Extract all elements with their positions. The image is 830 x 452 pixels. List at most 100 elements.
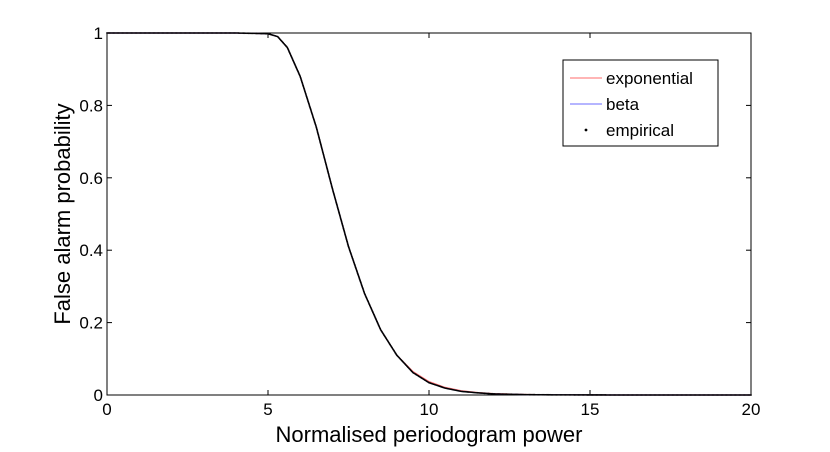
empirical-point xyxy=(553,393,555,396)
empirical-point xyxy=(182,32,184,34)
empirical-point xyxy=(504,393,506,396)
empirical-point xyxy=(693,394,696,396)
empirical-point xyxy=(685,394,688,396)
y-tick-label: 0 xyxy=(94,386,103,405)
empirical-point xyxy=(525,393,528,396)
empirical-point xyxy=(690,394,693,396)
empirical-point xyxy=(613,394,616,396)
legend-label-beta: beta xyxy=(606,95,640,114)
empirical-point xyxy=(496,393,499,395)
empirical-point xyxy=(604,394,607,396)
empirical-point xyxy=(581,394,584,396)
empirical-point xyxy=(254,32,257,35)
empirical-point xyxy=(560,394,563,396)
empirical-point xyxy=(237,32,240,34)
empirical-point xyxy=(228,32,231,34)
empirical-point xyxy=(591,394,594,396)
empirical-point xyxy=(540,393,542,396)
empirical-point xyxy=(125,32,128,34)
empirical-point xyxy=(697,394,700,396)
empirical-point xyxy=(708,394,711,396)
empirical-point xyxy=(618,394,621,396)
empirical-point xyxy=(654,394,657,396)
empirical-point xyxy=(647,394,649,396)
empirical-point xyxy=(138,32,141,34)
empirical-point xyxy=(672,394,675,396)
empirical-point xyxy=(149,32,152,34)
empirical-point xyxy=(498,393,501,395)
empirical-point xyxy=(639,394,642,396)
empirical-point xyxy=(649,394,652,396)
empirical-point xyxy=(699,394,702,396)
empirical-point xyxy=(627,394,630,396)
x-tick-label: 15 xyxy=(581,400,600,419)
empirical-point xyxy=(501,393,504,396)
empirical-point xyxy=(224,32,227,34)
empirical-point xyxy=(193,32,196,34)
empirical-point xyxy=(715,394,718,396)
empirical-point xyxy=(147,32,150,34)
empirical-point xyxy=(209,32,211,34)
empirical-point xyxy=(538,393,541,396)
empirical-point xyxy=(511,393,514,396)
empirical-point xyxy=(518,393,521,396)
empirical-point xyxy=(245,32,248,35)
empirical-point xyxy=(565,394,568,396)
empirical-point xyxy=(694,394,697,396)
empirical-point xyxy=(720,394,723,396)
empirical-point xyxy=(717,394,720,396)
empirical-point xyxy=(670,394,673,396)
empirical-point xyxy=(506,393,509,396)
empirical-point xyxy=(728,394,730,396)
empirical-point xyxy=(549,393,551,396)
empirical-point xyxy=(173,32,175,34)
empirical-point xyxy=(601,394,604,396)
empirical-point xyxy=(211,32,214,34)
empirical-point xyxy=(189,32,192,34)
empirical-point xyxy=(665,394,667,396)
empirical-point xyxy=(532,393,535,396)
empirical-point xyxy=(732,394,734,396)
empirical-point xyxy=(247,32,250,35)
empirical-point xyxy=(620,394,622,396)
empirical-point xyxy=(219,32,222,34)
empirical-point xyxy=(213,32,215,34)
empirical-point xyxy=(522,393,524,396)
empirical-point xyxy=(169,32,172,34)
empirical-point xyxy=(196,32,199,34)
empirical-point xyxy=(153,32,156,34)
empirical-point xyxy=(735,394,738,396)
empirical-point xyxy=(155,32,157,34)
empirical-point xyxy=(705,394,707,396)
empirical-point xyxy=(676,394,679,396)
empirical-point xyxy=(131,32,134,34)
empirical-point xyxy=(118,32,121,34)
empirical-point xyxy=(650,394,653,396)
empirical-point xyxy=(631,394,634,396)
empirical-point xyxy=(586,394,589,396)
empirical-point xyxy=(595,394,598,396)
empirical-point xyxy=(738,394,741,396)
empirical-point xyxy=(234,32,237,34)
empirical-point xyxy=(126,32,129,34)
empirical-point xyxy=(568,394,571,396)
empirical-point xyxy=(712,394,715,396)
empirical-point xyxy=(170,32,173,34)
empirical-point xyxy=(680,394,683,396)
empirical-point xyxy=(630,394,633,396)
empirical-point xyxy=(509,393,512,396)
empirical-point xyxy=(657,394,660,396)
empirical-point xyxy=(497,393,500,395)
empirical-point xyxy=(567,394,569,396)
empirical-point xyxy=(641,394,644,396)
empirical-point xyxy=(260,32,263,35)
empirical-point xyxy=(734,394,737,396)
empirical-point xyxy=(124,32,126,34)
empirical-point xyxy=(706,394,709,396)
empirical-point xyxy=(127,32,130,34)
empirical-point xyxy=(231,32,233,34)
empirical-point xyxy=(116,32,119,34)
empirical-point xyxy=(148,32,151,34)
y-tick-label: 1 xyxy=(94,24,103,43)
